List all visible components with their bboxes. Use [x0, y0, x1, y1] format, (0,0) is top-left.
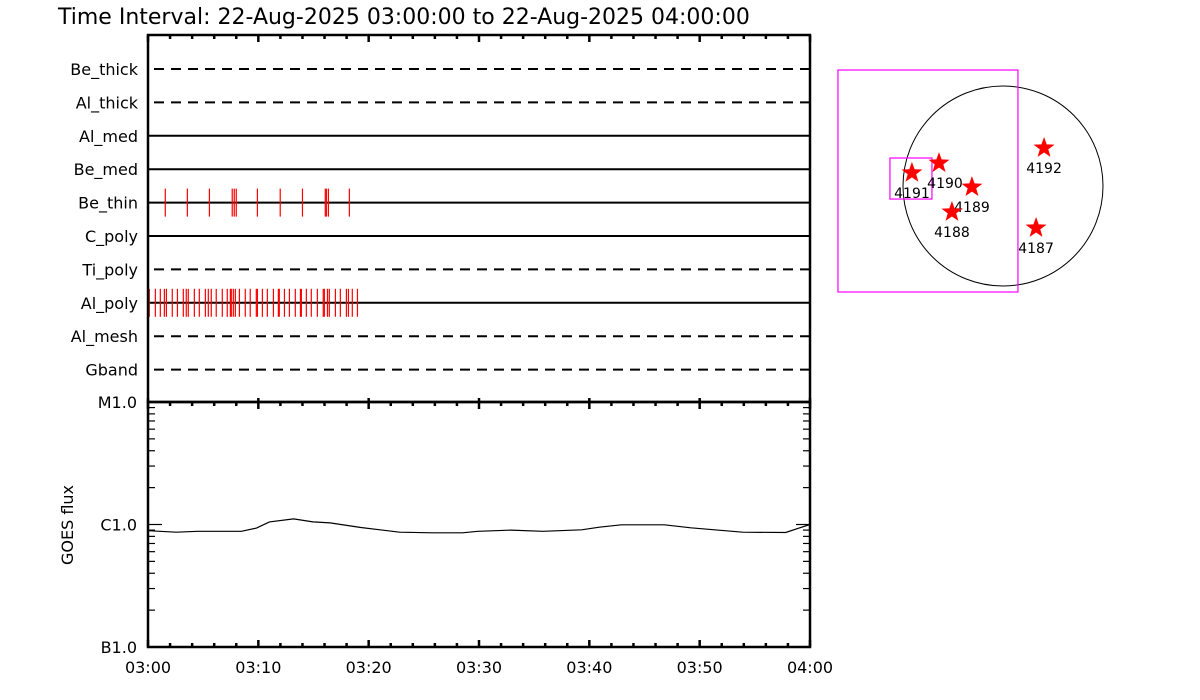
x-tick-label: 03:50: [677, 658, 723, 677]
channel-label: C_poly: [85, 227, 138, 247]
fov-box-large: [837, 69, 1019, 293]
channel-label: Be_med: [74, 160, 138, 180]
active-region-label: 4190: [927, 176, 963, 192]
goes-ylabel: GOES flux: [58, 485, 77, 565]
active-region-star-icon: [941, 201, 963, 221]
y-tick-label: C1.0: [100, 516, 137, 535]
active-region-star-icon: [1025, 217, 1047, 237]
active-region-label: 4191: [894, 186, 930, 202]
channel-label: Gband: [85, 361, 138, 380]
x-tick-label: 03:40: [566, 658, 612, 677]
y-tick-label: M1.0: [98, 393, 137, 412]
channel-timeline-panel: Be_thick Al_thick Al_med Be_med Be_thin C_pol…: [70, 33, 812, 404]
active-region-label: 4188: [934, 225, 970, 241]
channel-label: Al_med: [79, 127, 138, 147]
timeline-frame: [146, 33, 812, 404]
channel-label: Al_thick: [76, 93, 139, 113]
channel-label: Al_poly: [81, 294, 138, 314]
channel-label: Al_mesh: [71, 327, 138, 347]
x-tick-label: 03:20: [346, 658, 392, 677]
goes-flux-panel: GOES flux M1.0 C1.0 B1.003:00 03:10 03:20 03:…: [58, 393, 833, 677]
active-region-star-icon: [928, 152, 950, 172]
active-region-star-icon: [1033, 137, 1055, 157]
active-region-label: 4189: [954, 200, 990, 216]
goes-flux-curve: [147, 518, 811, 534]
x-tick-label: 03:30: [456, 658, 502, 677]
fov-box-small: [889, 157, 933, 200]
active-region-star-icon: [901, 161, 923, 182]
channel-label: Be_thick: [70, 60, 138, 80]
active-region-label: 4192: [1026, 161, 1062, 177]
plot-title: Time Interval: 22-Aug-2025 03:00:00 to 2…: [57, 5, 750, 30]
goes-frame: [146, 400, 812, 649]
channel-label: Ti_poly: [81, 260, 138, 280]
active-region-star-icon: [961, 176, 983, 196]
x-tick-label: 03:00: [125, 658, 171, 677]
x-tick-label: 03:10: [235, 658, 281, 677]
channel-label: Be_thin: [78, 194, 138, 214]
y-tick-label: B1.0: [101, 638, 137, 657]
solar-limb: [902, 85, 1104, 287]
active-region-label: 4187: [1018, 241, 1054, 257]
x-tick-label: 04:00: [787, 658, 833, 677]
